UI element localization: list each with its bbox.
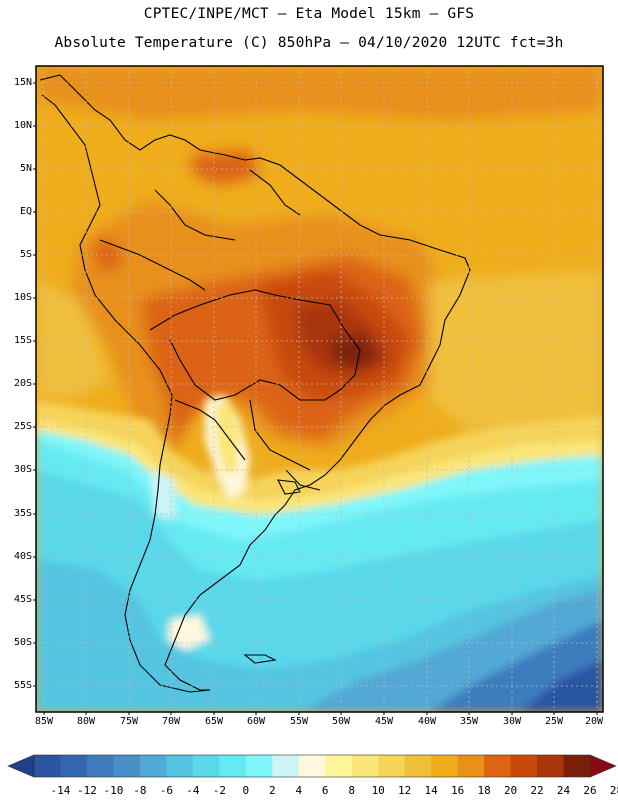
title-line-2: Absolute Temperature (C) 850hPa – 04/10/… xyxy=(54,35,564,51)
colorbar-cell xyxy=(325,755,353,777)
colorbar-cell xyxy=(272,755,300,777)
colorbar-label: 2 xyxy=(268,784,276,797)
lat-label: 35S xyxy=(13,508,32,519)
coastlines xyxy=(39,74,471,693)
field-patagonia-8 xyxy=(168,615,210,650)
colorbar-frame xyxy=(33,754,591,778)
lat-label: 20S xyxy=(13,378,32,389)
colorbar-cell xyxy=(298,755,326,777)
lat-label: 5S xyxy=(19,249,32,260)
lat-label: 25S xyxy=(13,421,32,432)
colorbar-label: -8 xyxy=(133,784,147,797)
axis-ticks xyxy=(33,82,598,715)
lon-label: 25W xyxy=(544,716,564,727)
lon-label: 35W xyxy=(459,716,479,727)
colorbar-label: 28 xyxy=(609,784,618,797)
colorbar-cell xyxy=(34,755,61,777)
colorbar-label: -10 xyxy=(103,784,124,797)
lon-label: 65W xyxy=(204,716,224,727)
lon-label: 30W xyxy=(502,716,522,727)
lon-label: 75W xyxy=(119,716,139,727)
colorbar-cell xyxy=(378,755,406,777)
colorbar-cell xyxy=(404,755,432,777)
colorbar-label: 12 xyxy=(398,784,412,797)
colorbar-label: 26 xyxy=(583,784,597,797)
lat-label: 55S xyxy=(13,680,32,691)
colorbar-cell xyxy=(192,755,220,777)
colorbar-cell xyxy=(86,755,114,777)
title-line-1: CPTEC/INPE/MCT – Eta Model 15km – GFS xyxy=(143,6,475,22)
field-continent-28 xyxy=(330,335,380,370)
colorbar-label: 6 xyxy=(321,784,329,797)
map-frame xyxy=(35,65,604,713)
lat-label: 10S xyxy=(13,292,32,303)
colorbar-label: 0 xyxy=(242,784,250,797)
colorbar-cell xyxy=(457,755,485,777)
lon-label: 85W xyxy=(34,716,54,727)
colorbar-label: 18 xyxy=(477,784,491,797)
colorbar-label: -14 xyxy=(50,784,71,797)
lat-label: 50S xyxy=(13,637,32,648)
field-venezuela-22 xyxy=(190,150,260,185)
colorbar-cell xyxy=(351,755,379,777)
field-pacific-16 xyxy=(36,280,110,400)
field-north-20 xyxy=(36,66,603,120)
colorbar-label: 10 xyxy=(371,784,385,797)
colorbar-arrow-low xyxy=(7,754,35,778)
lat-label: 40S xyxy=(13,551,32,562)
colorbar-label: 8 xyxy=(348,784,356,797)
colorbar-label: 24 xyxy=(556,784,571,797)
colorbar-cell xyxy=(563,755,591,777)
colorbar-cell xyxy=(510,755,538,777)
colorbar-cell xyxy=(484,755,512,777)
lon-label: 40W xyxy=(417,716,437,727)
lat-label: 15S xyxy=(13,335,32,346)
lat-label: 15N xyxy=(13,77,32,88)
lon-label: 20W xyxy=(584,716,604,727)
lon-label: 45W xyxy=(374,716,394,727)
colorbar-label: 20 xyxy=(503,784,518,797)
lat-label: 10N xyxy=(13,120,32,131)
colorbar-label: -6 xyxy=(159,784,173,797)
colorbar-cell xyxy=(60,755,88,777)
temperature-field xyxy=(36,66,603,712)
lon-label: 50W xyxy=(331,716,351,727)
colorbar-label: 4 xyxy=(295,784,303,797)
lon-label: 80W xyxy=(76,716,96,727)
lat-label: EQ xyxy=(19,206,32,217)
colorbar-label: -2 xyxy=(212,784,226,797)
colorbar-cell xyxy=(245,755,273,777)
colorbar-cell xyxy=(537,755,565,777)
lat-label: 30S xyxy=(13,464,32,475)
colorbar-label: 14 xyxy=(424,784,438,797)
lon-label: 60W xyxy=(246,716,266,727)
lat-label: 45S xyxy=(13,594,32,605)
lon-label: 55W xyxy=(289,716,309,727)
lat-label: 5N xyxy=(19,163,32,174)
colorbar-label: -4 xyxy=(186,784,200,797)
colorbar-label: -12 xyxy=(77,784,97,797)
lon-label: 70W xyxy=(161,716,181,727)
field-atlantic-16 xyxy=(430,270,603,430)
colorbar-cell xyxy=(219,755,247,777)
colorbar-label: 16 xyxy=(450,784,465,797)
colorbar-cell xyxy=(113,755,141,777)
colorbar-cell xyxy=(139,755,167,777)
colorbar-arrow-high xyxy=(589,754,617,778)
colorbar-label: 22 xyxy=(530,784,544,797)
colorbar xyxy=(7,754,617,778)
colorbar-cell xyxy=(431,755,459,777)
colorbar-cell xyxy=(166,755,194,777)
